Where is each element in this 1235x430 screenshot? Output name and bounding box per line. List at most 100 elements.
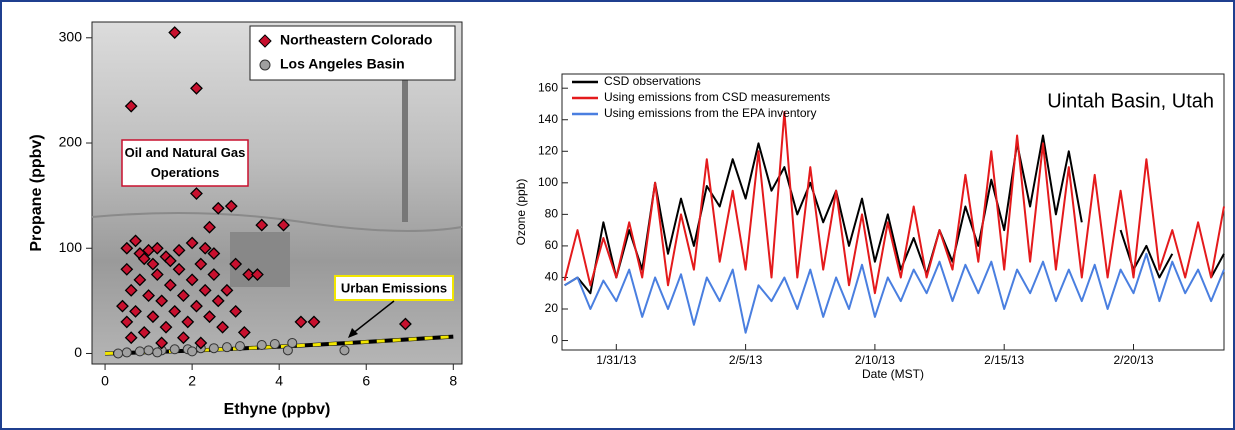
legend-label: Using emissions from CSD measurements (604, 90, 830, 104)
point (142, 289, 156, 303)
point (116, 299, 129, 313)
annotation-box (334, 275, 454, 301)
point (211, 201, 225, 215)
point (203, 310, 216, 324)
y-tick-label: 300 (59, 28, 83, 44)
tank (230, 232, 290, 287)
x-tick-label: 0 (101, 373, 109, 389)
y-tick-label: 160 (538, 80, 558, 94)
legend-label: Northeastern Colorado (280, 32, 432, 48)
point (250, 268, 264, 281)
point (208, 343, 219, 354)
point (169, 344, 180, 355)
point (181, 315, 195, 329)
point (282, 345, 293, 356)
point (150, 268, 164, 281)
point (124, 331, 138, 345)
point (224, 199, 238, 213)
point (120, 241, 134, 255)
point (121, 347, 132, 358)
point (176, 331, 190, 345)
y-tick-label: 0 (551, 333, 558, 347)
point (203, 220, 216, 234)
x-tick-label: 6 (362, 373, 370, 389)
y-axis-label: Ozone (ppb) (514, 179, 528, 246)
point (229, 304, 243, 318)
point (194, 257, 208, 271)
y-tick-label: 0 (74, 344, 82, 360)
point (113, 348, 124, 359)
x-tick-label: 8 (449, 373, 457, 389)
x-tick-label: 2/20/13 (1113, 353, 1153, 367)
y-tick-label: 60 (545, 238, 559, 252)
point (190, 81, 203, 95)
point (220, 283, 234, 297)
y-tick-label: 100 (59, 239, 83, 255)
point (176, 289, 190, 303)
annotation-arrow (351, 300, 395, 335)
annotation-line: Oil and Natural Gas (125, 145, 246, 160)
point (187, 346, 198, 357)
annotation: Oil and Natural Gas Operations (125, 145, 246, 180)
legend-marker (259, 59, 271, 71)
point (152, 347, 163, 358)
point (163, 254, 177, 268)
legend-label: Los Angeles Basin (280, 56, 405, 72)
legend-label: CSD observations (604, 74, 701, 88)
x-tick-label: 2/5/13 (729, 353, 763, 367)
y-tick-label: 140 (538, 112, 558, 126)
point (150, 241, 164, 255)
point (198, 283, 212, 297)
point (172, 262, 186, 276)
point (287, 337, 298, 348)
point (146, 257, 160, 271)
series-line (563, 110, 1225, 295)
rig (402, 72, 408, 222)
y-tick-label: 120 (538, 143, 558, 157)
point (277, 218, 290, 232)
point (143, 345, 154, 356)
legend-label: Using emissions from the EPA inventory (604, 106, 817, 120)
arrow-head (348, 328, 358, 338)
point (255, 218, 269, 232)
point (137, 326, 151, 339)
point (137, 252, 151, 266)
point (133, 273, 147, 287)
point (211, 294, 225, 308)
annotation-box (121, 139, 249, 187)
point (129, 234, 142, 248)
point (307, 315, 321, 329)
x-tick-label: 2/15/13 (984, 353, 1024, 367)
point (185, 236, 199, 250)
point (269, 339, 280, 350)
point (168, 304, 182, 318)
y-tick-label: 80 (545, 207, 559, 221)
point (120, 262, 134, 276)
point (242, 268, 256, 281)
annotation: Uintah Basin, Utah (1047, 90, 1214, 112)
point (172, 243, 186, 257)
point (237, 326, 251, 339)
point (256, 340, 267, 351)
legend-entry: Los Angeles Basin (259, 56, 405, 72)
legend-marker (258, 34, 272, 48)
point (194, 336, 208, 350)
point (235, 341, 245, 352)
y-tick-label: 200 (59, 134, 83, 150)
point (229, 257, 243, 271)
point (159, 320, 173, 334)
y-axis-label: Propane (ppbv) (28, 134, 45, 251)
y-tick-label: 100 (538, 175, 558, 189)
y-tick-label: 20 (545, 301, 559, 315)
point (155, 294, 169, 308)
point (146, 310, 160, 324)
point (134, 346, 145, 357)
point (190, 299, 203, 313)
annotation-line: Operations (151, 165, 220, 180)
y-tick-label: 40 (545, 270, 559, 284)
x-tick-label: 2 (188, 373, 196, 389)
legend-box (249, 25, 456, 81)
point (339, 345, 350, 356)
